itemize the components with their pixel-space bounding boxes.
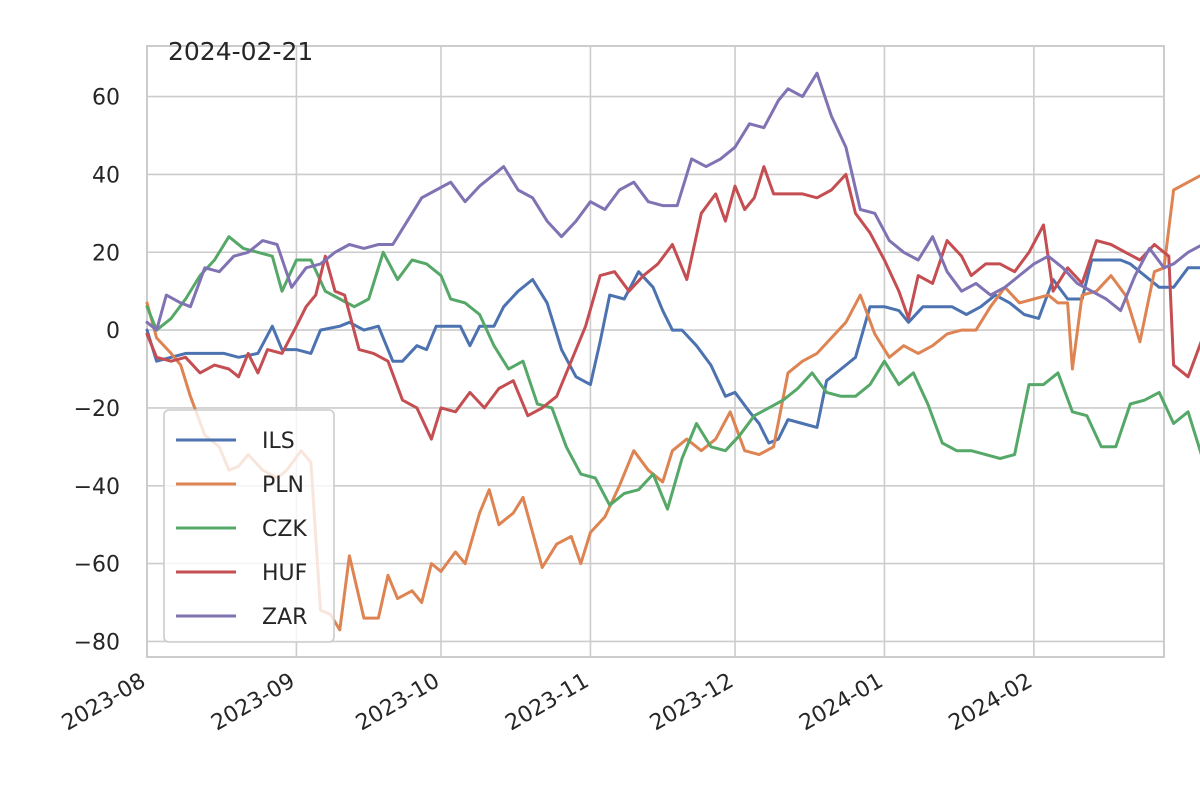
y-tick-label: −80 xyxy=(74,630,120,655)
y-tick-label: 60 xyxy=(92,86,120,111)
y-tick-label: −60 xyxy=(74,553,120,578)
legend: ILS PLN CZK HUF ZAR xyxy=(163,409,335,643)
series-line-czk xyxy=(145,235,1200,511)
legend-label-zar: ZAR xyxy=(262,605,307,630)
plot-frame xyxy=(146,45,1165,658)
y-tick-label: 0 xyxy=(106,319,120,344)
y-tick-label: −20 xyxy=(74,397,120,422)
legend-label-czk: CZK xyxy=(262,517,307,542)
legend-label-pln: PLN xyxy=(262,473,304,498)
y-tick-label: 20 xyxy=(92,241,120,266)
series-line-zar xyxy=(145,71,1200,332)
legend-label-huf: HUF xyxy=(262,561,307,586)
y-tick-label: 40 xyxy=(92,163,120,188)
y-tick-label: −40 xyxy=(74,475,120,500)
chart-title: 2024-02-21 xyxy=(168,37,313,66)
legend-label-ils: ILS xyxy=(262,429,295,454)
series-line-huf xyxy=(145,165,1200,441)
legend-box xyxy=(163,409,335,643)
series-line-ils xyxy=(145,258,1200,445)
